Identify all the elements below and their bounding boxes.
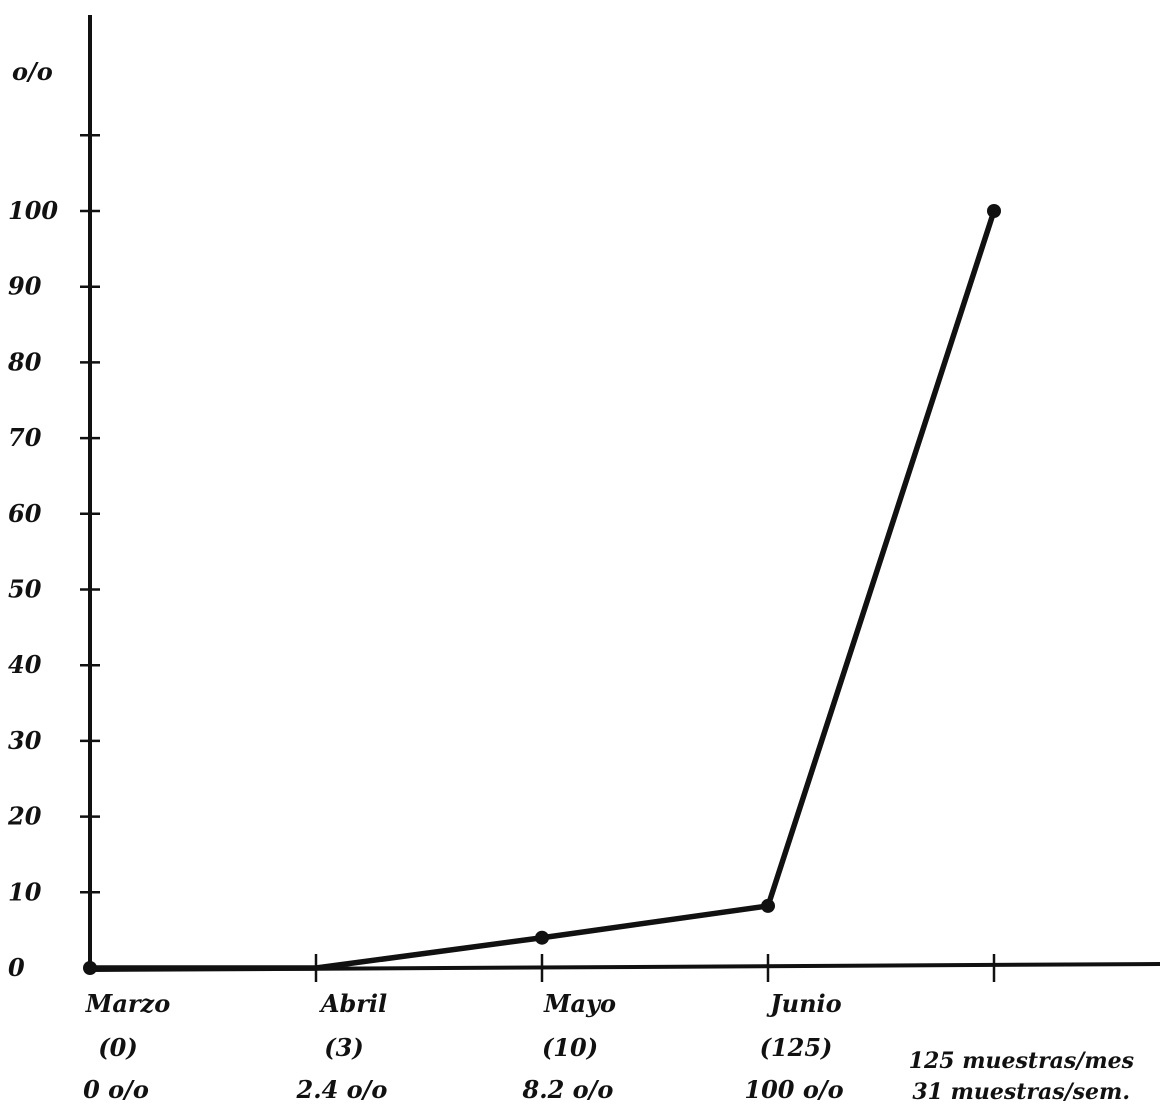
y-unit-label: o/o bbox=[12, 57, 53, 86]
chart-labels: o/o 125 muestras/mes 31 muestras/sem. bbox=[12, 57, 1134, 1105]
x-category-label: Abril bbox=[319, 989, 387, 1018]
note-line-2: 31 muestras/sem. bbox=[912, 1079, 1130, 1105]
data-point bbox=[83, 961, 97, 975]
x-category-label: Mayo bbox=[543, 989, 616, 1018]
y-tick-label: 80 bbox=[7, 347, 42, 376]
x-percent-label: 8.2 o/o bbox=[522, 1075, 614, 1104]
y-tick-label: 20 bbox=[7, 802, 42, 831]
data-point bbox=[761, 898, 775, 913]
x-axis-ticks: Marzo (0) 0 o/o Abril (3) 2.4 o/o Mayo (10) 8.2 … bbox=[83, 954, 996, 1104]
x-percent-label: 2.4 o/o bbox=[296, 1075, 388, 1104]
x-count-label: (0) bbox=[98, 1033, 137, 1062]
x-count-label: (3) bbox=[324, 1033, 363, 1062]
y-tick-label: 100 bbox=[8, 196, 58, 225]
x-category-label: Marzo bbox=[85, 989, 170, 1018]
y-tick-label: 50 bbox=[8, 575, 42, 604]
data-point bbox=[535, 930, 549, 945]
note-line-1: 125 muestras/mes bbox=[909, 1048, 1134, 1074]
y-tick-label: 40 bbox=[8, 650, 42, 679]
y-tick-label: 10 bbox=[8, 877, 42, 906]
y-tick-label: 60 bbox=[8, 499, 42, 528]
x-count-label: (10) bbox=[542, 1033, 598, 1062]
x-count-label: (125) bbox=[760, 1033, 833, 1062]
y-tick-label: 0 bbox=[8, 953, 25, 982]
data-series bbox=[83, 204, 1001, 975]
y-tick-label: 70 bbox=[8, 423, 42, 452]
x-percent-label: 0 o/o bbox=[83, 1075, 149, 1104]
chart-axes bbox=[88, 15, 1161, 972]
data-point bbox=[987, 204, 1001, 218]
y-tick-label: 90 bbox=[8, 272, 42, 301]
y-axis-ticks: 0 10 20 30 40 50 60 70 80 90 100 bbox=[7, 134, 100, 982]
x-category-label: Junio bbox=[766, 989, 841, 1018]
series-line bbox=[87, 208, 997, 971]
y-tick-label: 30 bbox=[8, 726, 42, 755]
x-percent-label: 100 o/o bbox=[744, 1075, 843, 1104]
